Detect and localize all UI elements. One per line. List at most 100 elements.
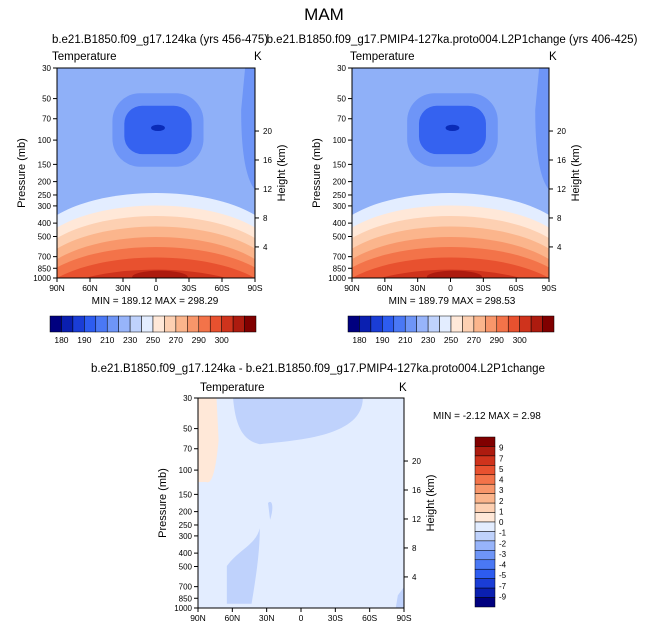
y-tick-label: 150 — [179, 490, 193, 499]
colorbar-swatch — [474, 597, 496, 608]
y-tick-label: 400 — [38, 219, 52, 228]
colorbar-swatch — [474, 531, 496, 542]
colorbar-swatch — [221, 315, 234, 333]
panel-right-colorbar: 180 190 210 230 250 270 290 300 — [347, 315, 555, 345]
y2-tick-label: 20 — [263, 127, 272, 136]
colorbar-swatch — [347, 315, 360, 333]
colorbar-swatch — [474, 512, 496, 523]
y2-axis-label: Height (km) — [276, 145, 288, 202]
x-tick-label: 90N — [344, 283, 360, 293]
colorbar-swatch — [84, 315, 97, 333]
contour-field — [352, 68, 549, 278]
colorbar-swatch — [474, 540, 496, 551]
y2-tick-label: 4 — [557, 243, 562, 252]
y-tick-label: 300 — [179, 532, 193, 541]
colorbar-swatch — [129, 315, 142, 333]
colorbar-label: -7 — [499, 582, 507, 591]
y-tick-label: 500 — [38, 232, 52, 241]
contour-negative-lower — [226, 528, 260, 604]
colorbar-swatch — [382, 315, 395, 333]
y-tick-label: 500 — [333, 232, 347, 241]
colorbar-swatch — [232, 315, 245, 333]
colorbar-swatch — [474, 578, 496, 589]
panel-left-plot: 90N 60N 30N 0 30S 60S 90S 30 50 70 100 150 200 250 300… — [16, 64, 288, 293]
colorbar-swatch — [393, 315, 406, 333]
y2-tick-label: 20 — [557, 127, 566, 136]
colorbar-swatch — [474, 436, 496, 447]
colorbar-label: 9 — [499, 444, 504, 453]
x-tick-label: 60S — [509, 283, 524, 293]
y2-axis-label: Height (km) — [570, 145, 582, 202]
panel-left-variable-label: Temperature — [52, 51, 117, 63]
y-tick-label: 400 — [333, 219, 347, 228]
colorbar-label: 250 — [146, 335, 160, 345]
x-tick-label: 60N — [377, 283, 393, 293]
colorbar-swatch — [474, 455, 496, 466]
contour-warm-maximum — [426, 270, 483, 278]
colorbar-swatch — [474, 465, 496, 476]
colorbar-swatch — [187, 315, 200, 333]
panel-left-colorbar: 180 190 210 230 250 270 290 300 — [49, 315, 257, 345]
y-tick-label: 200 — [179, 508, 193, 517]
panel-right: b.e21.B1850.f09_g17.PMIP4-127ka.proto004… — [267, 34, 638, 345]
contour-field — [57, 68, 255, 278]
x-tick-label: 90S — [541, 283, 556, 293]
colorbar-label: 210 — [100, 335, 114, 345]
colorbar-label: 300 — [513, 335, 527, 345]
colorbar-swatch — [474, 550, 496, 561]
y-tick-label: 200 — [333, 178, 347, 187]
colorbar-label: 2 — [499, 497, 504, 506]
colorbar-label: 300 — [215, 335, 229, 345]
colorbar-label: 0 — [499, 518, 504, 527]
x-tick-label: 90S — [247, 283, 262, 293]
x-tick-label: 60N — [82, 283, 98, 293]
colorbar-swatch — [462, 315, 475, 333]
colorbar-swatch — [49, 315, 62, 333]
colorbar-swatch — [72, 315, 85, 333]
y2-tick-label: 8 — [412, 544, 417, 553]
panel-difference-stats: MIN = -2.12 MAX = 2.98 — [433, 411, 541, 422]
panel-left: b.e21.B1850.f09_g17.124ka (yrs 456-475) … — [16, 34, 288, 345]
y-tick-label: 250 — [333, 191, 347, 200]
colorbar-swatch — [530, 315, 543, 333]
y2-tick-label: 4 — [263, 243, 268, 252]
colorbar-swatch — [209, 315, 222, 333]
y-axis-label: Pressure (mb) — [16, 138, 28, 208]
page-title: MAM — [304, 5, 344, 24]
y-tick-label: 100 — [179, 466, 193, 475]
colorbar-swatch — [118, 315, 131, 333]
x-tick-label: 90N — [190, 613, 206, 623]
colorbar-label: 180 — [54, 335, 68, 345]
colorbar-swatch — [519, 315, 532, 333]
y-tick-label: 150 — [38, 160, 52, 169]
colorbar-swatch — [106, 315, 119, 333]
colorbar-label: 3 — [499, 486, 504, 495]
y-tick-label: 200 — [38, 178, 52, 187]
colorbar-label: -1 — [499, 529, 507, 538]
x-tick-label: 0 — [299, 613, 304, 623]
x-tick-label: 90S — [396, 613, 411, 623]
y-tick-label: 100 — [38, 136, 52, 145]
y-axis-label: Pressure (mb) — [157, 468, 169, 538]
panel-left-units-label: K — [254, 51, 262, 63]
y2-tick-label: 8 — [557, 214, 562, 223]
y-tick-label: 500 — [179, 562, 193, 571]
colorbar-swatch — [474, 559, 496, 570]
y2-tick-label: 4 — [412, 573, 417, 582]
x-tick-label: 60N — [225, 613, 241, 623]
colorbar-swatch — [507, 315, 520, 333]
colorbar-swatch — [474, 483, 496, 494]
panel-difference-plot: 90N 60N 30N 0 30S 60S 90S 30 50 70 100 150 200 250 300… — [157, 394, 437, 623]
colorbar-label: 7 — [499, 454, 504, 463]
colorbar-swatch — [474, 493, 496, 504]
panel-difference-title: b.e21.B1850.f09_g17.124ka - b.e21.B1850.… — [91, 363, 545, 375]
panel-difference-variable-label: Temperature — [200, 382, 265, 394]
panel-left-title: b.e21.B1850.f09_g17.124ka (yrs 456-475) — [52, 34, 268, 46]
contour-negative-corner — [395, 587, 404, 608]
y-tick-label: 300 — [38, 202, 52, 211]
y2-tick-label: 12 — [557, 185, 566, 194]
panel-right-plot: 90N 60N 30N 0 30S 60S 90S 30 50 70 100 150 200 250 300… — [311, 64, 582, 293]
y-tick-label: 850 — [38, 264, 52, 273]
y-tick-label: 850 — [179, 594, 193, 603]
x-tick-label: 90N — [49, 283, 65, 293]
